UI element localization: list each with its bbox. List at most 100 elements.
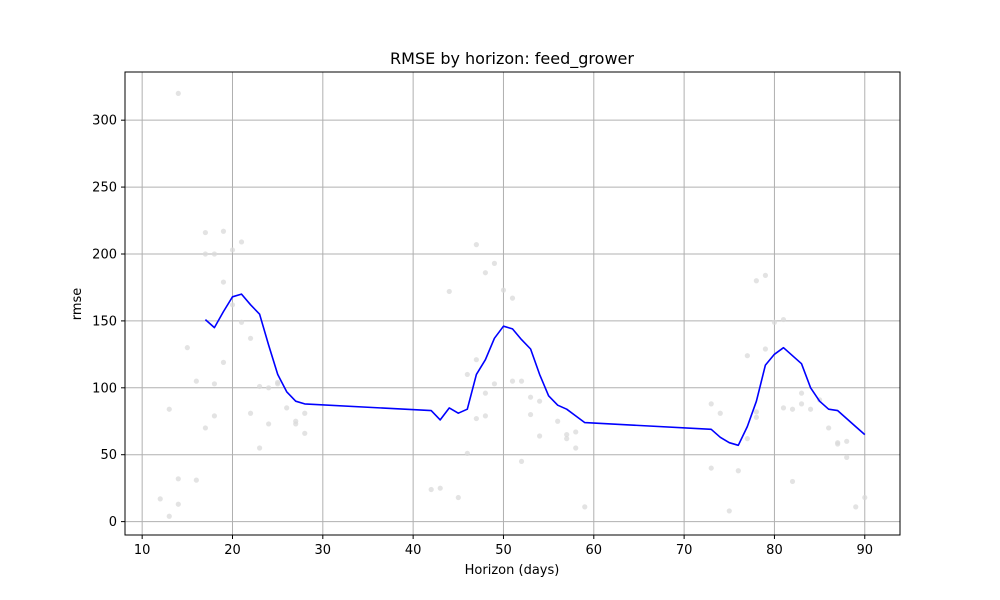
scatter-point — [256, 383, 263, 390]
scatter-point — [735, 468, 741, 474]
y-tick-label: 300 — [92, 114, 117, 129]
scatter-point — [211, 413, 218, 419]
scatter-point — [844, 454, 850, 460]
scatter-point — [807, 406, 814, 412]
scatter-point — [582, 504, 588, 510]
scatter-point — [229, 302, 236, 308]
grid-lines — [125, 72, 900, 535]
scatter-point — [202, 251, 208, 257]
scatter-point — [482, 413, 489, 419]
y-tick-label: 50 — [100, 448, 117, 463]
scatter-point — [762, 346, 769, 352]
scatter-point — [166, 406, 172, 412]
scatter-point — [744, 436, 750, 442]
scatter-point — [789, 478, 796, 485]
scatter-point — [202, 229, 208, 236]
x-tick-label: 10 — [134, 543, 151, 558]
scatter-point — [844, 438, 850, 444]
x-axis-title: Horizon (days) — [465, 563, 560, 578]
scatter-point — [491, 381, 498, 387]
rmse-line — [204, 293, 866, 447]
scatter-point — [771, 319, 778, 325]
scatter-point — [284, 405, 290, 411]
chart-title: RMSE by horizon: feed_grower — [390, 49, 634, 69]
scatter-point — [482, 270, 489, 276]
scatter-point — [473, 415, 479, 422]
scatter-point — [717, 410, 723, 416]
scatter-point — [229, 247, 236, 253]
scatter-point — [220, 359, 227, 365]
scatter-point — [175, 476, 181, 482]
scatter-point — [762, 272, 769, 278]
scatter-point — [175, 501, 181, 507]
scatter-point — [835, 441, 841, 447]
x-tick-label: 40 — [405, 543, 422, 558]
scatter-point — [184, 345, 190, 351]
scatter-point — [509, 295, 516, 301]
scatter-point — [726, 508, 732, 514]
y-tick-label: 150 — [92, 314, 117, 329]
scatter-point — [753, 278, 759, 284]
scatter-point — [428, 486, 434, 493]
scatter-point — [193, 477, 199, 483]
scatter-point — [293, 421, 299, 427]
plot-frame — [124, 71, 901, 536]
scatter-point — [302, 430, 308, 436]
x-tick-label: 30 — [315, 543, 332, 558]
scatter-point — [482, 390, 489, 396]
x-tick-label: 50 — [495, 543, 512, 558]
scatter-point — [780, 405, 787, 411]
scatter-point — [247, 410, 254, 416]
scatter-point — [455, 494, 461, 501]
scatter-point — [536, 433, 543, 439]
scatter-point — [238, 239, 245, 245]
scatter-point — [166, 513, 172, 519]
scatter-point — [753, 409, 759, 415]
scatter-point — [798, 401, 805, 407]
y-axis-ticks: 0 50 100 150 200 250 300 — [92, 114, 125, 530]
scatter-point — [464, 371, 470, 378]
x-axis-ticks: 10 20 30 40 50 60 70 80 90 — [134, 535, 873, 558]
scatter-point — [798, 390, 805, 396]
scatter-point — [275, 381, 281, 387]
scatter-point — [573, 429, 579, 435]
scatter-point — [491, 260, 498, 266]
scatter-points — [157, 90, 868, 519]
scatter-point — [211, 381, 218, 387]
scatter-point — [238, 319, 245, 325]
x-tick-label: 90 — [856, 543, 873, 558]
scatter-point — [473, 357, 479, 363]
scatter-point — [853, 504, 859, 510]
y-tick-label: 100 — [92, 381, 117, 396]
scatter-point — [826, 425, 832, 431]
scatter-point — [446, 288, 452, 295]
y-tick-label: 250 — [92, 181, 117, 196]
scatter-point — [753, 414, 759, 420]
scatter-point — [708, 465, 714, 471]
scatter-point — [708, 401, 714, 407]
scatter-point — [518, 458, 525, 465]
scatter-point — [573, 445, 579, 451]
scatter-point — [509, 378, 516, 384]
scatter-point — [527, 394, 534, 400]
scatter-point — [256, 445, 263, 451]
scatter-point — [202, 425, 208, 431]
scatter-point — [175, 90, 181, 97]
y-tick-label: 0 — [109, 515, 117, 530]
scatter-point — [437, 485, 443, 491]
x-tick-label: 60 — [586, 543, 603, 558]
scatter-point — [302, 410, 308, 416]
y-axis-title: rmse — [70, 288, 85, 321]
y-tick-label: 200 — [92, 247, 117, 262]
scatter-point — [247, 335, 254, 341]
scatter-point — [744, 353, 750, 359]
scatter-point — [211, 251, 218, 257]
scatter-point — [536, 398, 543, 404]
scatter-point — [500, 287, 507, 293]
rmse-line-path — [204, 293, 866, 447]
scatter-point — [157, 496, 163, 502]
scatter-point — [564, 432, 570, 438]
scatter-point — [193, 378, 199, 384]
scatter-point — [789, 406, 796, 412]
